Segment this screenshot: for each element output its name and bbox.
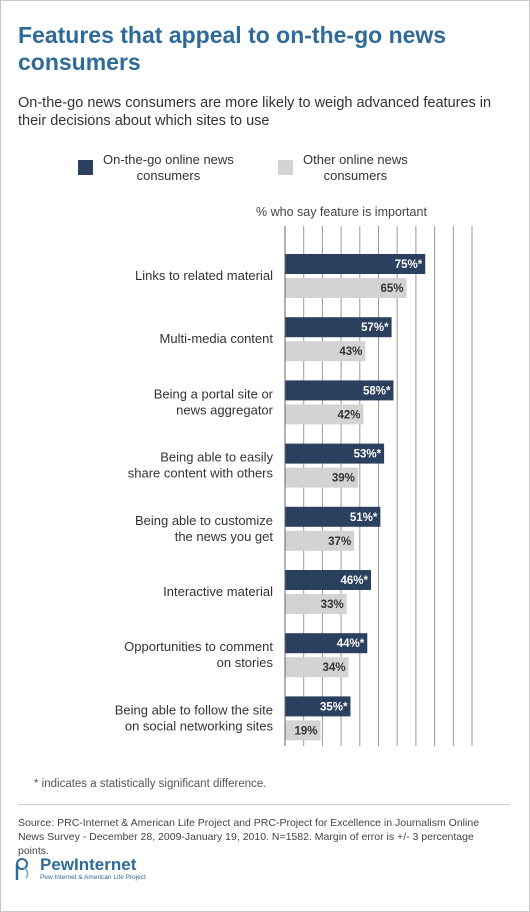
data-label: 75%* [395, 259, 423, 271]
chart-subtitle: On-the-go news consumers are more likely… [18, 95, 492, 129]
logo-tagline: Pew Internet & American Life Project [40, 874, 146, 881]
bar-other [285, 530, 355, 551]
data-label: 43% [339, 346, 362, 358]
data-label: 57%* [361, 322, 389, 334]
bar-on-the-go [285, 380, 394, 401]
bar-chart: Links to related material 75%* 65% Multi-me… [115, 226, 473, 746]
legend-label-line: On-the-go online news [103, 152, 234, 167]
bar-other [285, 594, 347, 614]
bar-on-the-go [285, 317, 392, 338]
data-label: 58%* [363, 385, 391, 397]
data-label: 35%* [320, 701, 348, 713]
bar-other [285, 404, 364, 425]
legend-label-on-the-go: On-the-go online news consumers [103, 152, 234, 184]
bar-other [285, 278, 407, 298]
bar-on-the-go [285, 633, 368, 654]
legend-item-on-the-go: On-the-go online news consumers [78, 152, 234, 184]
bar-on-the-go [285, 570, 372, 590]
bar-other [285, 341, 366, 362]
divider [18, 804, 510, 805]
data-label: 51%* [350, 512, 378, 524]
data-label: 19% [294, 725, 317, 737]
data-label: 42% [338, 409, 361, 421]
category-label: Being a portal site or news aggregator [154, 386, 274, 417]
logo-name: PewInternet [40, 855, 137, 874]
data-label: 53%* [354, 449, 382, 461]
bar-on-the-go [285, 696, 351, 717]
legend-label-other: Other online news consumers [303, 152, 408, 184]
bar-on-the-go [285, 443, 385, 464]
data-label: 46%* [341, 575, 369, 587]
pew-internet-logo: PewInternet Pew Internet & American Life… [14, 856, 146, 882]
source-note: Source: PRC-Internet & American Life Pro… [18, 817, 480, 857]
footnote: * indicates a statistically significant … [34, 778, 267, 790]
data-label: 34% [323, 662, 346, 674]
data-label: 33% [321, 599, 344, 611]
category-label: Interactive material [163, 584, 273, 599]
category-label: Being able to follow the site on social n… [115, 702, 274, 733]
category-label: Multi-media content [160, 331, 274, 346]
data-label: 39% [332, 473, 355, 485]
legend-swatch-other [278, 160, 293, 175]
value-axis-label: % who say feature is important [256, 205, 427, 219]
bar-other [285, 657, 349, 678]
data-label: 65% [381, 283, 404, 295]
chart-title: Features that appeal to on-the-go news c… [18, 22, 447, 75]
data-label: 44%* [337, 638, 365, 650]
legend-item-other: Other online news consumers [278, 152, 408, 184]
legend-label-line: Other online news [303, 152, 408, 167]
bar-on-the-go [285, 254, 426, 274]
bar-other [285, 720, 321, 741]
legend-swatch-on-the-go [78, 160, 93, 175]
bar-other [285, 467, 358, 488]
legend-label-line: consumers [136, 168, 201, 183]
category-label: Links to related material [135, 268, 273, 283]
category-label: Being able to customize the news you get [135, 513, 273, 544]
bar-on-the-go [285, 506, 381, 527]
legend-label-line: consumers [323, 168, 388, 183]
category-label: Being able to easily share content with o… [128, 450, 274, 481]
pew-logo-icon [15, 858, 29, 880]
category-label: Opportunities to comment on stories [124, 639, 273, 670]
data-label: 37% [328, 536, 351, 548]
